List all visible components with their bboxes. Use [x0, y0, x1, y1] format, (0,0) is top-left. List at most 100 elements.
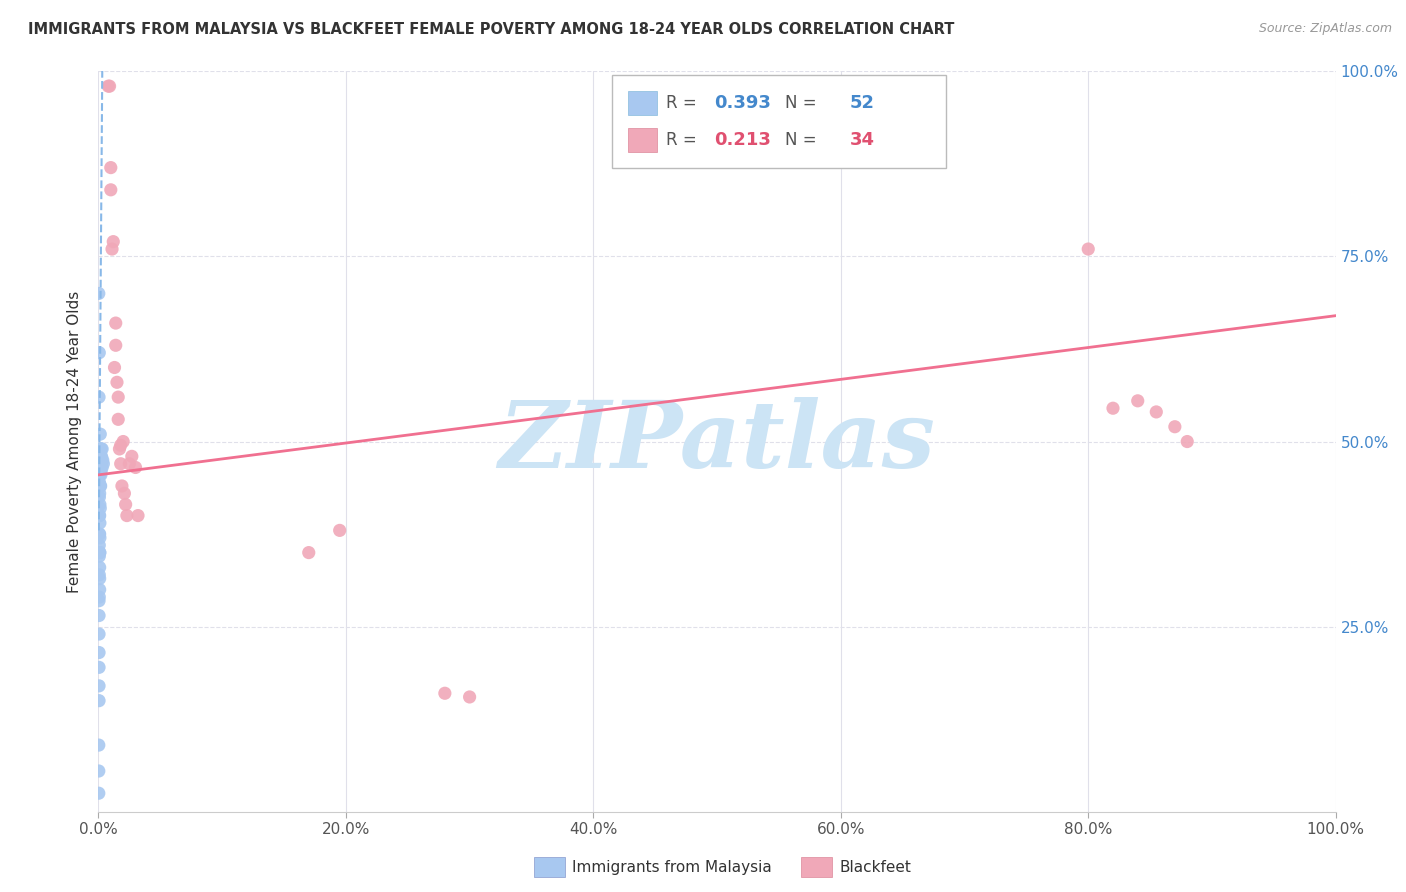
Point — [90, 450, 112, 464]
Point — [87, 286, 110, 301]
Text: Immigrants from Malaysia: Immigrants from Malaysia — [572, 861, 772, 875]
Point — [112, 486, 135, 500]
Point — [89, 527, 111, 541]
Point — [91, 453, 114, 467]
Point — [107, 412, 129, 426]
Point — [124, 460, 146, 475]
Point — [104, 338, 127, 352]
Point — [103, 235, 125, 249]
Point — [1102, 401, 1125, 416]
Text: ZIPatlas: ZIPatlas — [499, 397, 935, 486]
Point — [87, 694, 110, 708]
Point — [89, 490, 111, 504]
Point — [110, 457, 132, 471]
Point — [100, 161, 122, 175]
Point — [89, 531, 111, 545]
Point — [97, 79, 120, 94]
Point — [89, 345, 111, 359]
Text: Blackfeet: Blackfeet — [839, 861, 911, 875]
Point — [89, 582, 111, 597]
Point — [89, 590, 111, 604]
Point — [87, 608, 110, 623]
Point — [118, 457, 141, 471]
Point — [89, 445, 111, 459]
Point — [458, 690, 481, 704]
Point — [115, 508, 138, 523]
Point — [89, 508, 111, 523]
Point — [105, 376, 128, 390]
Point — [112, 434, 135, 449]
Point — [90, 442, 112, 456]
Point — [329, 524, 352, 538]
Point — [90, 467, 112, 482]
Point — [89, 560, 111, 574]
Point — [89, 508, 111, 523]
Text: 52: 52 — [849, 94, 875, 112]
Point — [100, 183, 122, 197]
Point — [114, 498, 136, 512]
Point — [89, 442, 111, 456]
Point — [89, 572, 111, 586]
Text: 34: 34 — [849, 131, 875, 149]
Point — [89, 467, 111, 482]
Point — [90, 464, 112, 478]
Text: 0.393: 0.393 — [714, 94, 772, 112]
Point — [433, 686, 456, 700]
Point — [89, 498, 111, 512]
Text: R =: R = — [666, 94, 703, 112]
Point — [1126, 393, 1149, 408]
Point — [121, 450, 143, 464]
Point — [89, 546, 111, 560]
Point — [110, 438, 132, 452]
Point — [93, 457, 115, 471]
Point — [89, 427, 111, 442]
Point — [87, 627, 110, 641]
Point — [91, 460, 114, 475]
Y-axis label: Female Poverty Among 18-24 Year Olds: Female Poverty Among 18-24 Year Olds — [67, 291, 83, 592]
Point — [1144, 405, 1167, 419]
Point — [89, 549, 111, 564]
Point — [89, 516, 111, 530]
Point — [111, 479, 134, 493]
Point — [89, 546, 111, 560]
Point — [87, 764, 110, 778]
Point — [89, 486, 111, 500]
Point — [90, 442, 112, 456]
Point — [108, 442, 131, 456]
Point — [87, 646, 110, 660]
Text: N =: N = — [786, 94, 823, 112]
Point — [90, 479, 112, 493]
Text: R =: R = — [666, 131, 703, 149]
Point — [90, 460, 112, 475]
Bar — [627, 91, 657, 114]
Point — [127, 508, 149, 523]
Point — [1175, 434, 1198, 449]
Point — [1164, 419, 1187, 434]
Point — [103, 360, 125, 375]
Point — [89, 501, 111, 516]
Point — [89, 464, 111, 478]
Point — [1077, 242, 1099, 256]
Bar — [627, 128, 657, 152]
Point — [91, 442, 114, 456]
Point — [98, 79, 121, 94]
Point — [104, 316, 127, 330]
Point — [89, 538, 111, 552]
Point — [90, 450, 112, 464]
Point — [87, 679, 110, 693]
Point — [89, 475, 111, 490]
Point — [89, 567, 111, 582]
Text: N =: N = — [786, 131, 823, 149]
Point — [107, 390, 129, 404]
Point — [89, 479, 111, 493]
Text: Source: ZipAtlas.com: Source: ZipAtlas.com — [1258, 22, 1392, 36]
Point — [101, 242, 124, 256]
Point — [87, 786, 110, 800]
Point — [87, 390, 110, 404]
Point — [87, 593, 110, 607]
FancyBboxPatch shape — [612, 75, 946, 168]
Text: IMMIGRANTS FROM MALAYSIA VS BLACKFEET FEMALE POVERTY AMONG 18-24 YEAR OLDS CORRE: IMMIGRANTS FROM MALAYSIA VS BLACKFEET FE… — [28, 22, 955, 37]
Point — [298, 546, 321, 560]
Point — [87, 660, 110, 674]
Text: 0.213: 0.213 — [714, 131, 772, 149]
